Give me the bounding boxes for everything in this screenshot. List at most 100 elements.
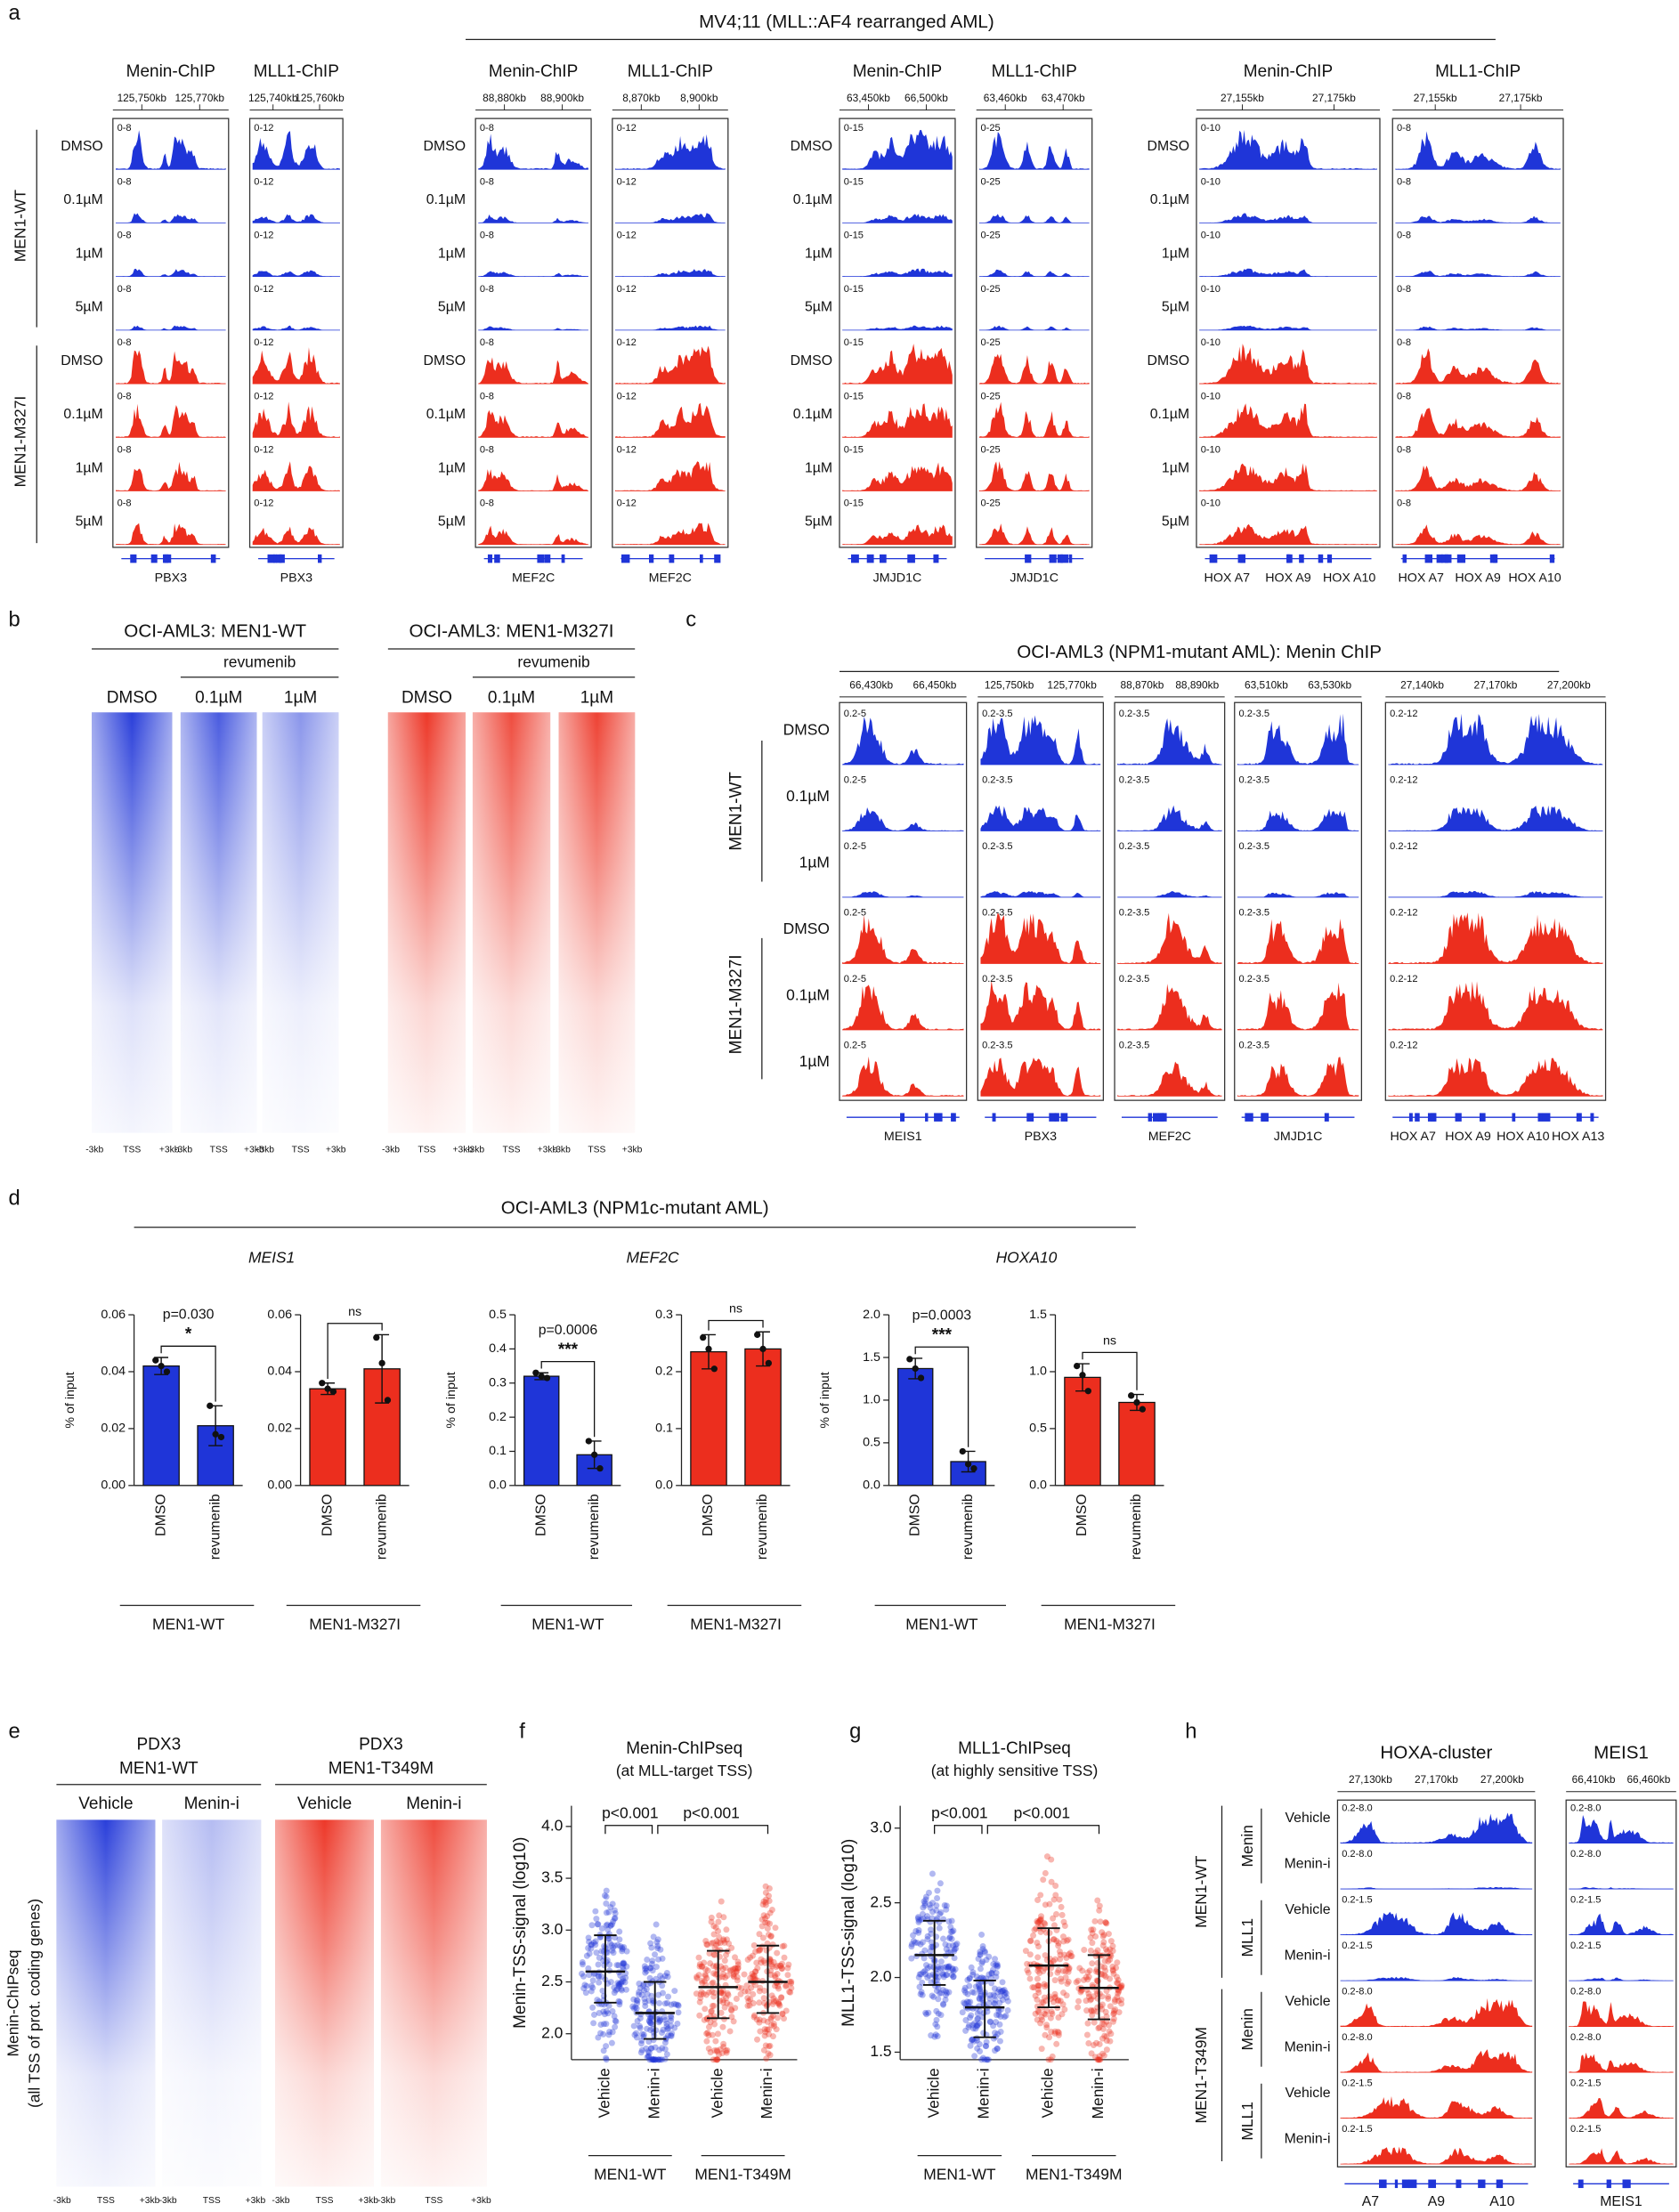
- scatter-cloud: [974, 2010, 981, 2017]
- exon: [561, 554, 565, 563]
- scatter-cloud: [589, 2004, 596, 2011]
- scatter-cloud: [617, 1942, 624, 1949]
- scatter-cloud: [1054, 2028, 1061, 2035]
- scatter-cloud: [950, 1973, 957, 1981]
- exon: [1415, 1113, 1420, 1122]
- signal-track: [1199, 403, 1377, 438]
- exon: [1576, 1113, 1582, 1122]
- y-tick-label: 3.0: [541, 1920, 564, 1938]
- scatter-cloud: [1059, 1933, 1067, 1941]
- scatter-cloud: [649, 2013, 656, 2020]
- scatter-cloud: [719, 1971, 726, 1978]
- scatter-cloud: [977, 2007, 984, 2014]
- panel-title: Menin-ChIPseq: [626, 1739, 742, 1758]
- scatter-cloud: [645, 2053, 653, 2060]
- genotype-label: MEN1-WT: [11, 190, 28, 263]
- scatter-cloud: [704, 1941, 711, 1949]
- scatter-cloud: [925, 2009, 932, 2016]
- coordinate: 8,870kb: [622, 92, 661, 104]
- scatter-cloud: [664, 1999, 670, 2006]
- signal-track: [252, 347, 340, 385]
- track-box: [474, 117, 592, 548]
- exon: [1478, 2179, 1486, 2189]
- scatter-cloud: [933, 2007, 940, 2014]
- genotype-label: MEN1-WT: [905, 1615, 978, 1633]
- significance-bracket: [1082, 1351, 1138, 1390]
- scatter-cloud: [747, 1996, 754, 2003]
- scatter-cloud: [664, 2026, 671, 2033]
- range-label: 0-12: [254, 391, 273, 401]
- scatter-cloud: [1068, 1953, 1075, 1960]
- scatter-cloud: [1103, 1920, 1110, 1927]
- scatter-cloud: [744, 2002, 751, 2009]
- y-tick-label: 4.0: [541, 1816, 564, 1834]
- coordinate: 63,460kb: [984, 92, 1027, 104]
- row-label: 1µM: [799, 854, 830, 871]
- scatter-cloud: [637, 2014, 644, 2022]
- scatter-cloud: [669, 2030, 676, 2037]
- scatter-cloud: [943, 1902, 950, 1909]
- scatter-cloud: [1064, 1937, 1071, 1944]
- gene-label: JMJD1C: [1274, 1130, 1323, 1144]
- scatter-cloud: [981, 2056, 988, 2063]
- scatter-cloud: [648, 1944, 655, 1951]
- scatter-cloud: [991, 1985, 998, 1992]
- scatter-cloud: [788, 1980, 795, 1987]
- scatter-cloud: [774, 1971, 781, 1978]
- scatter-cloud: [1047, 2014, 1054, 2022]
- scatter-cloud: [1110, 2007, 1117, 2014]
- bar: [1118, 1401, 1156, 1487]
- scatter-cloud: [656, 2017, 663, 2024]
- axis-label: -3kb: [272, 2196, 289, 2206]
- scatter-cloud: [638, 2046, 645, 2054]
- exon: [1209, 554, 1218, 563]
- y-tick-label: 0.0: [863, 1479, 880, 1493]
- scatter-cloud: [646, 2018, 653, 2025]
- exon: [1394, 2179, 1399, 2189]
- scatter-cloud: [767, 1967, 775, 1974]
- data-point: [212, 1430, 219, 1438]
- gene-label: A10: [1489, 2194, 1514, 2209]
- scatter-cloud: [1099, 1942, 1107, 1949]
- scatter-cloud: [993, 2019, 1000, 2026]
- scatter-cloud: [708, 2007, 715, 2014]
- scatter-cloud: [661, 2046, 669, 2053]
- scatter-cloud: [1060, 1918, 1067, 1925]
- scatter-cloud: [616, 1936, 623, 1943]
- scatter-cloud: [967, 1998, 974, 2005]
- range-label: 0-10: [1201, 391, 1221, 401]
- scatter-cloud: [721, 1940, 728, 1947]
- scatter-cloud: [620, 1943, 628, 1950]
- scatter-cloud: [724, 1936, 731, 1943]
- scatter-cloud: [1109, 1942, 1116, 1949]
- y-axis-label: % of input: [444, 1372, 458, 1428]
- scatter-cloud: [1042, 1901, 1049, 1908]
- scatter-cloud: [1083, 1997, 1090, 2005]
- scatter-cloud: [929, 1992, 936, 1999]
- scatter-cloud: [914, 1915, 921, 1922]
- range-label: 0-12: [254, 337, 273, 348]
- scatter-cloud: [661, 1973, 669, 1980]
- range-label: 0.2-8.0: [1342, 2032, 1373, 2043]
- scatter-cloud: [619, 1944, 626, 1951]
- scatter-cloud: [715, 2051, 722, 2058]
- scatter-cloud: [1116, 1984, 1123, 1991]
- scatter-cloud: [946, 1935, 953, 1942]
- scatter-cloud: [603, 2054, 610, 2062]
- scatter-cloud: [1114, 1994, 1121, 2000]
- gene-label: HOX A9: [1445, 1130, 1491, 1144]
- scatter-cloud: [992, 1962, 999, 1969]
- panel-letter: d: [9, 1186, 20, 1210]
- range-label: 0-12: [617, 498, 637, 509]
- data-point: [384, 1397, 392, 1404]
- scatter-cloud: [1034, 1986, 1042, 1993]
- row-label: 1µM: [1162, 460, 1189, 475]
- group-label: MEN1-T349M: [694, 2165, 791, 2183]
- scatter-cloud: [920, 1969, 927, 1976]
- scatter-cloud: [616, 1928, 623, 1935]
- scatter-cloud: [970, 1989, 977, 1997]
- signal-track: [978, 132, 1090, 170]
- scatter-cloud: [719, 1987, 726, 1994]
- scatter-cloud: [647, 2026, 654, 2033]
- track-box: [112, 117, 230, 548]
